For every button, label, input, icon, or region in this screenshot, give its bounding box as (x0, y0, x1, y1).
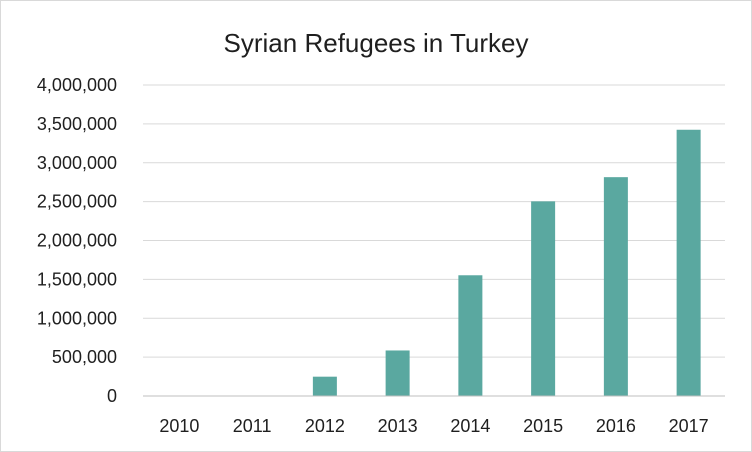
x-axis-tick-labels: 2010 2011 2012 2013 2014 2015 2016 2017 (159, 416, 708, 436)
y-tick-label: 4,000,000 (37, 75, 117, 95)
gridlines (143, 84, 725, 358)
y-tick-label: 1,500,000 (37, 269, 117, 289)
y-axis-tick-labels: 0 500,000 1,000,000 1,500,000 2,000,000 2,500… (37, 75, 117, 406)
x-tick-label: 2017 (669, 416, 709, 436)
y-tick-label: 1,000,000 (37, 308, 117, 328)
chart-title: Syrian Refugees in Turkey (224, 28, 529, 58)
x-tick-label: 2010 (159, 416, 199, 436)
x-tick-label: 2014 (450, 416, 490, 436)
bars (312, 129, 701, 397)
bar-2017 (676, 129, 701, 397)
y-tick-label: 0 (107, 386, 117, 406)
y-tick-label: 500,000 (52, 347, 117, 367)
y-tick-label: 3,000,000 (37, 153, 117, 173)
bar-2013 (385, 350, 410, 396)
bar-2016 (603, 177, 628, 396)
y-tick-label: 3,500,000 (37, 114, 117, 134)
x-tick-label: 2016 (596, 416, 636, 436)
bar-2014 (458, 275, 483, 396)
x-tick-label: 2011 (233, 416, 272, 436)
bar-2015 (531, 201, 556, 396)
x-tick-label: 2015 (523, 416, 563, 436)
y-tick-label: 2,500,000 (37, 192, 117, 212)
x-tick-label: 2013 (378, 416, 418, 436)
bar-2012 (312, 376, 337, 396)
y-tick-label: 2,000,000 (37, 231, 117, 251)
x-tick-label: 2012 (305, 416, 345, 436)
